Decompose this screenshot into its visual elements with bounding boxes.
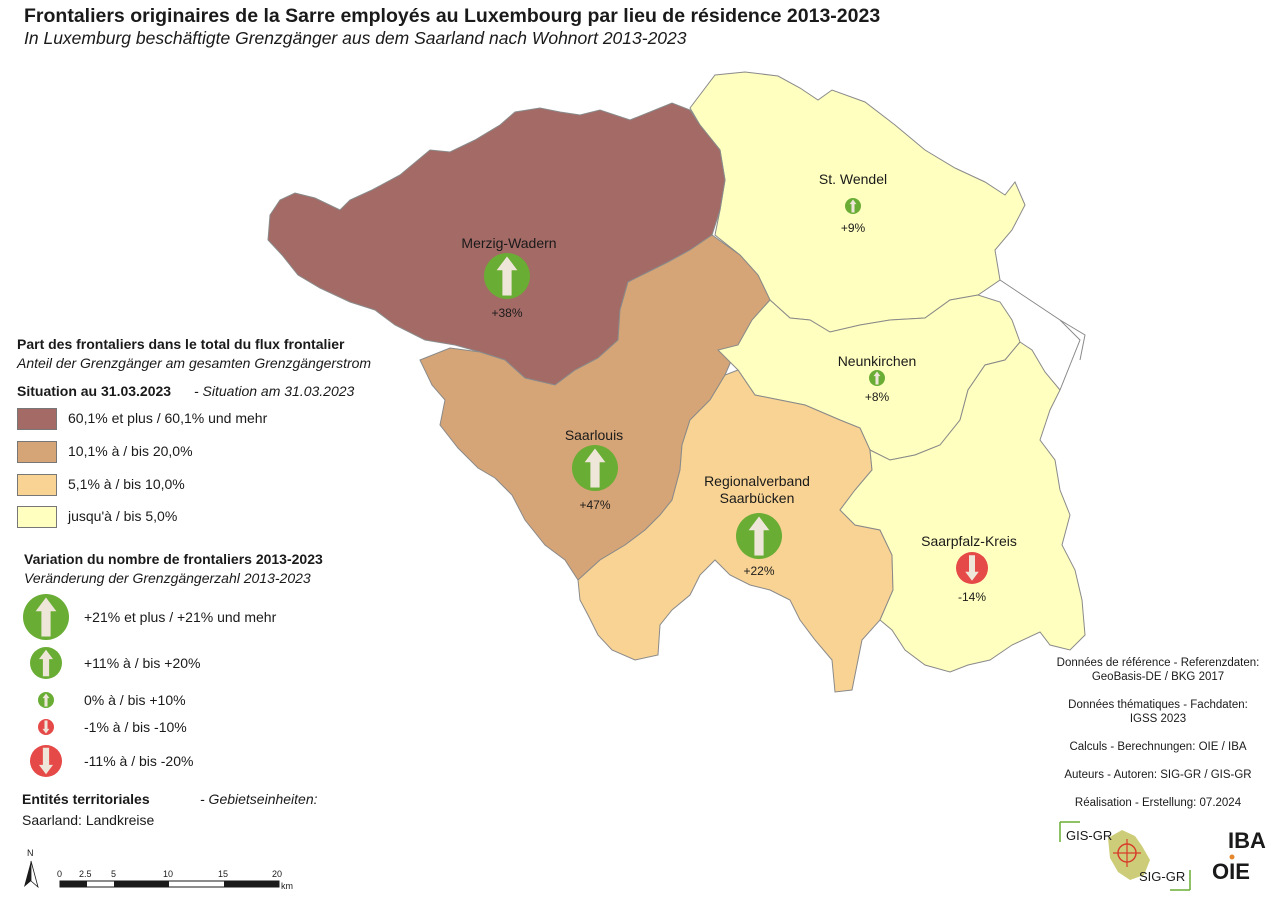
- legend-variation-plus11: +11% à / bis +20%: [84, 655, 201, 671]
- scale-tick-2-5: 2.5: [79, 869, 92, 879]
- sig-gr-logo-text: SIG-GR: [1139, 869, 1185, 884]
- legend-situation-fr: Situation au 31.03.2023: [17, 383, 172, 399]
- legend-variation-title: Variation du nombre de frontaliers 2013-…: [24, 551, 323, 567]
- legend-variation-minus1: -1% à / bis -10%: [84, 719, 187, 735]
- change-symbol-saarlouis: [572, 445, 618, 491]
- legend-class-0-5: jusqu'à / bis 5,0%: [68, 508, 178, 524]
- scale-bar: [59, 880, 280, 888]
- region-label-saarpfalz-kreis: Saarpfalz-Kreis: [921, 533, 1017, 549]
- credit-reference: Données de référence - Referenzdaten: Ge…: [1038, 656, 1278, 684]
- legend-entities-value: Saarland: Landkreise: [22, 812, 155, 828]
- change-label-saarbruecken: +22%: [743, 564, 774, 578]
- change-label-merzig-wadern: +38%: [491, 306, 522, 320]
- legend-variation-minus11: -11% à / bis -20%: [84, 753, 194, 769]
- scale-unit: km: [281, 881, 293, 891]
- scale-tick-0: 0: [57, 869, 63, 879]
- legend-symbol-minus11: [30, 745, 62, 777]
- legend-class-5-10: 5,1% à / bis 10,0%: [68, 476, 185, 492]
- region-saarpfalz-kreis[interactable]: [839, 341, 1086, 673]
- north-label: N: [27, 848, 34, 858]
- scale-tick-15: 15: [218, 869, 229, 879]
- credit-reference-line1: Données de référence - Referenzdaten:: [1056, 657, 1260, 669]
- change-symbol-saarbruecken: [736, 513, 782, 559]
- credit-thematic-line2: IGSS 2023: [1129, 713, 1187, 725]
- credit-calculations: Calculs - Berechnungen: OIE / IBA: [1069, 741, 1247, 753]
- change-symbol-merzig-wadern: [484, 253, 530, 299]
- legend-entities-title: Entités territoriales: [22, 791, 150, 807]
- credit-date: Réalisation - Erstellung: 07.2024: [1074, 797, 1242, 809]
- legend-symbol-plus0: [38, 692, 54, 708]
- municipal-boundary: [1059, 319, 1086, 361]
- municipal-boundary: [999, 279, 1081, 391]
- north-arrow-icon: [24, 860, 39, 889]
- region-label-saarbruecken-1: Regionalverband: [704, 473, 810, 489]
- region-label-st-wendel: St. Wendel: [819, 171, 887, 187]
- iba-logo-dot: [1229, 854, 1235, 860]
- legend-symbol-plus21: [23, 594, 69, 640]
- gis-gr-logo-text: GIS-GR: [1066, 828, 1112, 843]
- region-label-merzig-wadern: Merzig-Wadern: [461, 235, 556, 251]
- credit-authors: Auteurs - Autoren: SIG-GR / GIS-GR: [1064, 769, 1252, 781]
- change-symbol-neunkirchen: [869, 370, 885, 386]
- credit-reference-line2: GeoBasis-DE / BKG 2017: [1091, 671, 1225, 683]
- legend-variation-plus0: 0% à / bis +10%: [84, 692, 186, 708]
- legend-share-title: Part des frontaliers dans le total du fl…: [17, 336, 345, 352]
- legend-variation-plus21: +21% et plus / +21% und mehr: [84, 609, 277, 625]
- credit-thematic: Données thématiques - Fachdaten: IGSS 20…: [1038, 698, 1278, 726]
- change-label-st-wendel: +9%: [841, 221, 866, 235]
- legend-swatch-5-10: [17, 474, 57, 496]
- change-symbol-st-wendel: [845, 198, 861, 214]
- gis-gr-logo: [1059, 821, 1191, 891]
- change-label-neunkirchen: +8%: [865, 390, 890, 404]
- region-label-saarlouis: Saarlouis: [565, 427, 623, 443]
- legend-entities-subtitle: - Gebietseinheiten:: [200, 791, 318, 807]
- legend-class-60-plus: 60,1% et plus / 60,1% und mehr: [68, 410, 268, 426]
- change-symbol-saarpfalz-kreis: [956, 552, 988, 584]
- legend-swatch-60-plus: [17, 408, 57, 430]
- scale-tick-20: 20: [272, 869, 283, 879]
- legend-variation-subtitle: Veränderung der Grenzgängerzahl 2013-202…: [24, 570, 311, 586]
- region-label-saarbruecken-2: Saarbücken: [720, 490, 795, 506]
- legend-swatch-0-5: [17, 506, 57, 528]
- legend-symbol-minus1: [38, 719, 54, 735]
- legend-symbol-plus11: [30, 647, 62, 679]
- iba-logo-text: IBA: [1228, 828, 1266, 853]
- map-title: Frontaliers originaires de la Sarre empl…: [24, 5, 881, 27]
- legend-share-subtitle: Anteil der Grenzgänger am gesamten Grenz…: [17, 355, 372, 371]
- legend-swatch-10-20: [17, 441, 57, 463]
- oie-logo-text: OIE: [1212, 859, 1250, 884]
- scale-tick-5: 5: [111, 869, 117, 879]
- change-label-saarlouis: +47%: [579, 498, 610, 512]
- legend-situation-de: - Situation am 31.03.2023: [194, 383, 355, 399]
- credit-thematic-line1: Données thématiques - Fachdaten:: [1068, 699, 1248, 711]
- change-label-saarpfalz-kreis: -14%: [958, 590, 986, 604]
- legend-class-10-20: 10,1% à / bis 20,0%: [68, 443, 193, 459]
- scale-tick-10: 10: [163, 869, 174, 879]
- region-merzig-wadern[interactable]: [267, 102, 726, 386]
- map-subtitle: In Luxemburg beschäftigte Grenzgänger au…: [24, 28, 687, 48]
- region-label-neunkirchen: Neunkirchen: [838, 353, 917, 369]
